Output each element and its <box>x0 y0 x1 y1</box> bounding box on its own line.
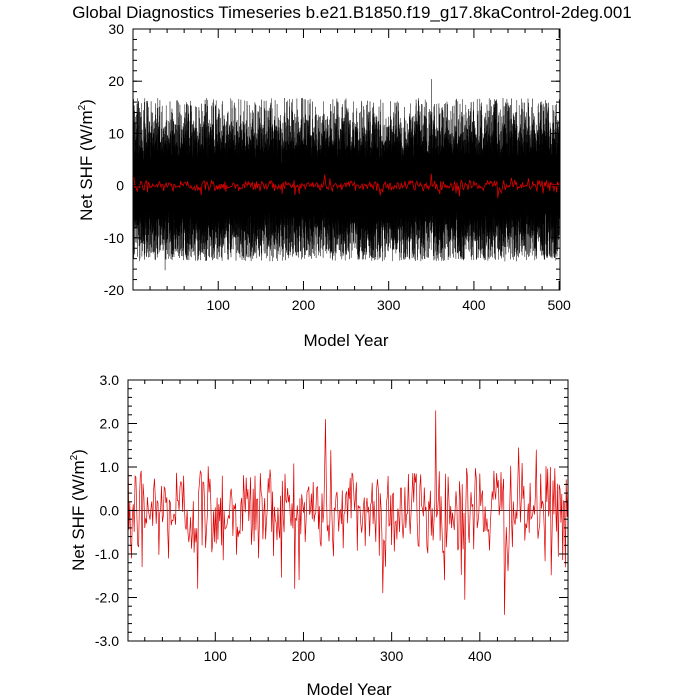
monthly-x-tick-label: 500 <box>547 297 571 313</box>
monthly-ticks: 100 200 300 400 500 -20 -10 0 10 20 30 <box>104 21 571 313</box>
annual-x-axis-label: Model Year <box>306 680 391 699</box>
monthly-x-tick-label: 200 <box>292 297 316 313</box>
monthly-y-axis-label: Net SHF (W/m2) <box>77 99 96 221</box>
chart-title: Global Diagnostics Timeseries b.e21.B185… <box>72 3 631 22</box>
annual-y-axis-label: Net SHF (W/m2) <box>69 449 88 571</box>
monthly-series-line <box>132 79 561 271</box>
monthly-annual-overlay-line <box>133 173 560 199</box>
monthly-y-tick-label: -20 <box>104 282 124 298</box>
monthly-y-tick-label: -10 <box>104 230 124 246</box>
monthly-y-tick-label: 10 <box>108 125 124 141</box>
monthly-plot-frame <box>132 28 561 291</box>
annual-x-tick-label: 100 <box>204 648 228 664</box>
annual-y-tick-label: -2.0 <box>95 590 119 606</box>
monthly-x-tick-label: 300 <box>377 297 401 313</box>
annual-y-tick-label: 1.0 <box>100 459 120 475</box>
monthly-y-tick-label: 0 <box>116 178 124 194</box>
annual-series-layer <box>127 410 569 615</box>
annual-series-line <box>127 410 569 615</box>
monthly-x-tick-label: 100 <box>207 297 231 313</box>
monthly-y-tick-label: 20 <box>108 73 124 89</box>
monthly-x-axis-label: Model Year <box>303 331 388 350</box>
monthly-x-tick-label: 400 <box>462 297 486 313</box>
annual-y-tick-label: 2.0 <box>100 416 120 432</box>
annual-y-tick-label: 3.0 <box>100 372 120 388</box>
monthly-series-layer <box>132 79 561 271</box>
annual-x-tick-label: 300 <box>380 648 404 664</box>
annual-y-tick-label: -1.0 <box>95 546 119 562</box>
monthly-y-tick-label: 30 <box>108 21 124 37</box>
annual-panel: 100 200 300 400 -3.0 -2.0 -1.0 0.0 1.0 2.0 3.0 Mod… <box>69 372 569 699</box>
annual-y-tick-label: 0.0 <box>100 503 120 519</box>
annual-x-tick-label: 400 <box>468 648 492 664</box>
annual-plot-frame <box>127 379 569 642</box>
annual-x-tick-label: 200 <box>292 648 316 664</box>
annual-ticks: 100 200 300 400 -3.0 -2.0 -1.0 0.0 1.0 2.0 3.0 <box>95 372 568 664</box>
annual-y-tick-label: -3.0 <box>95 633 119 649</box>
